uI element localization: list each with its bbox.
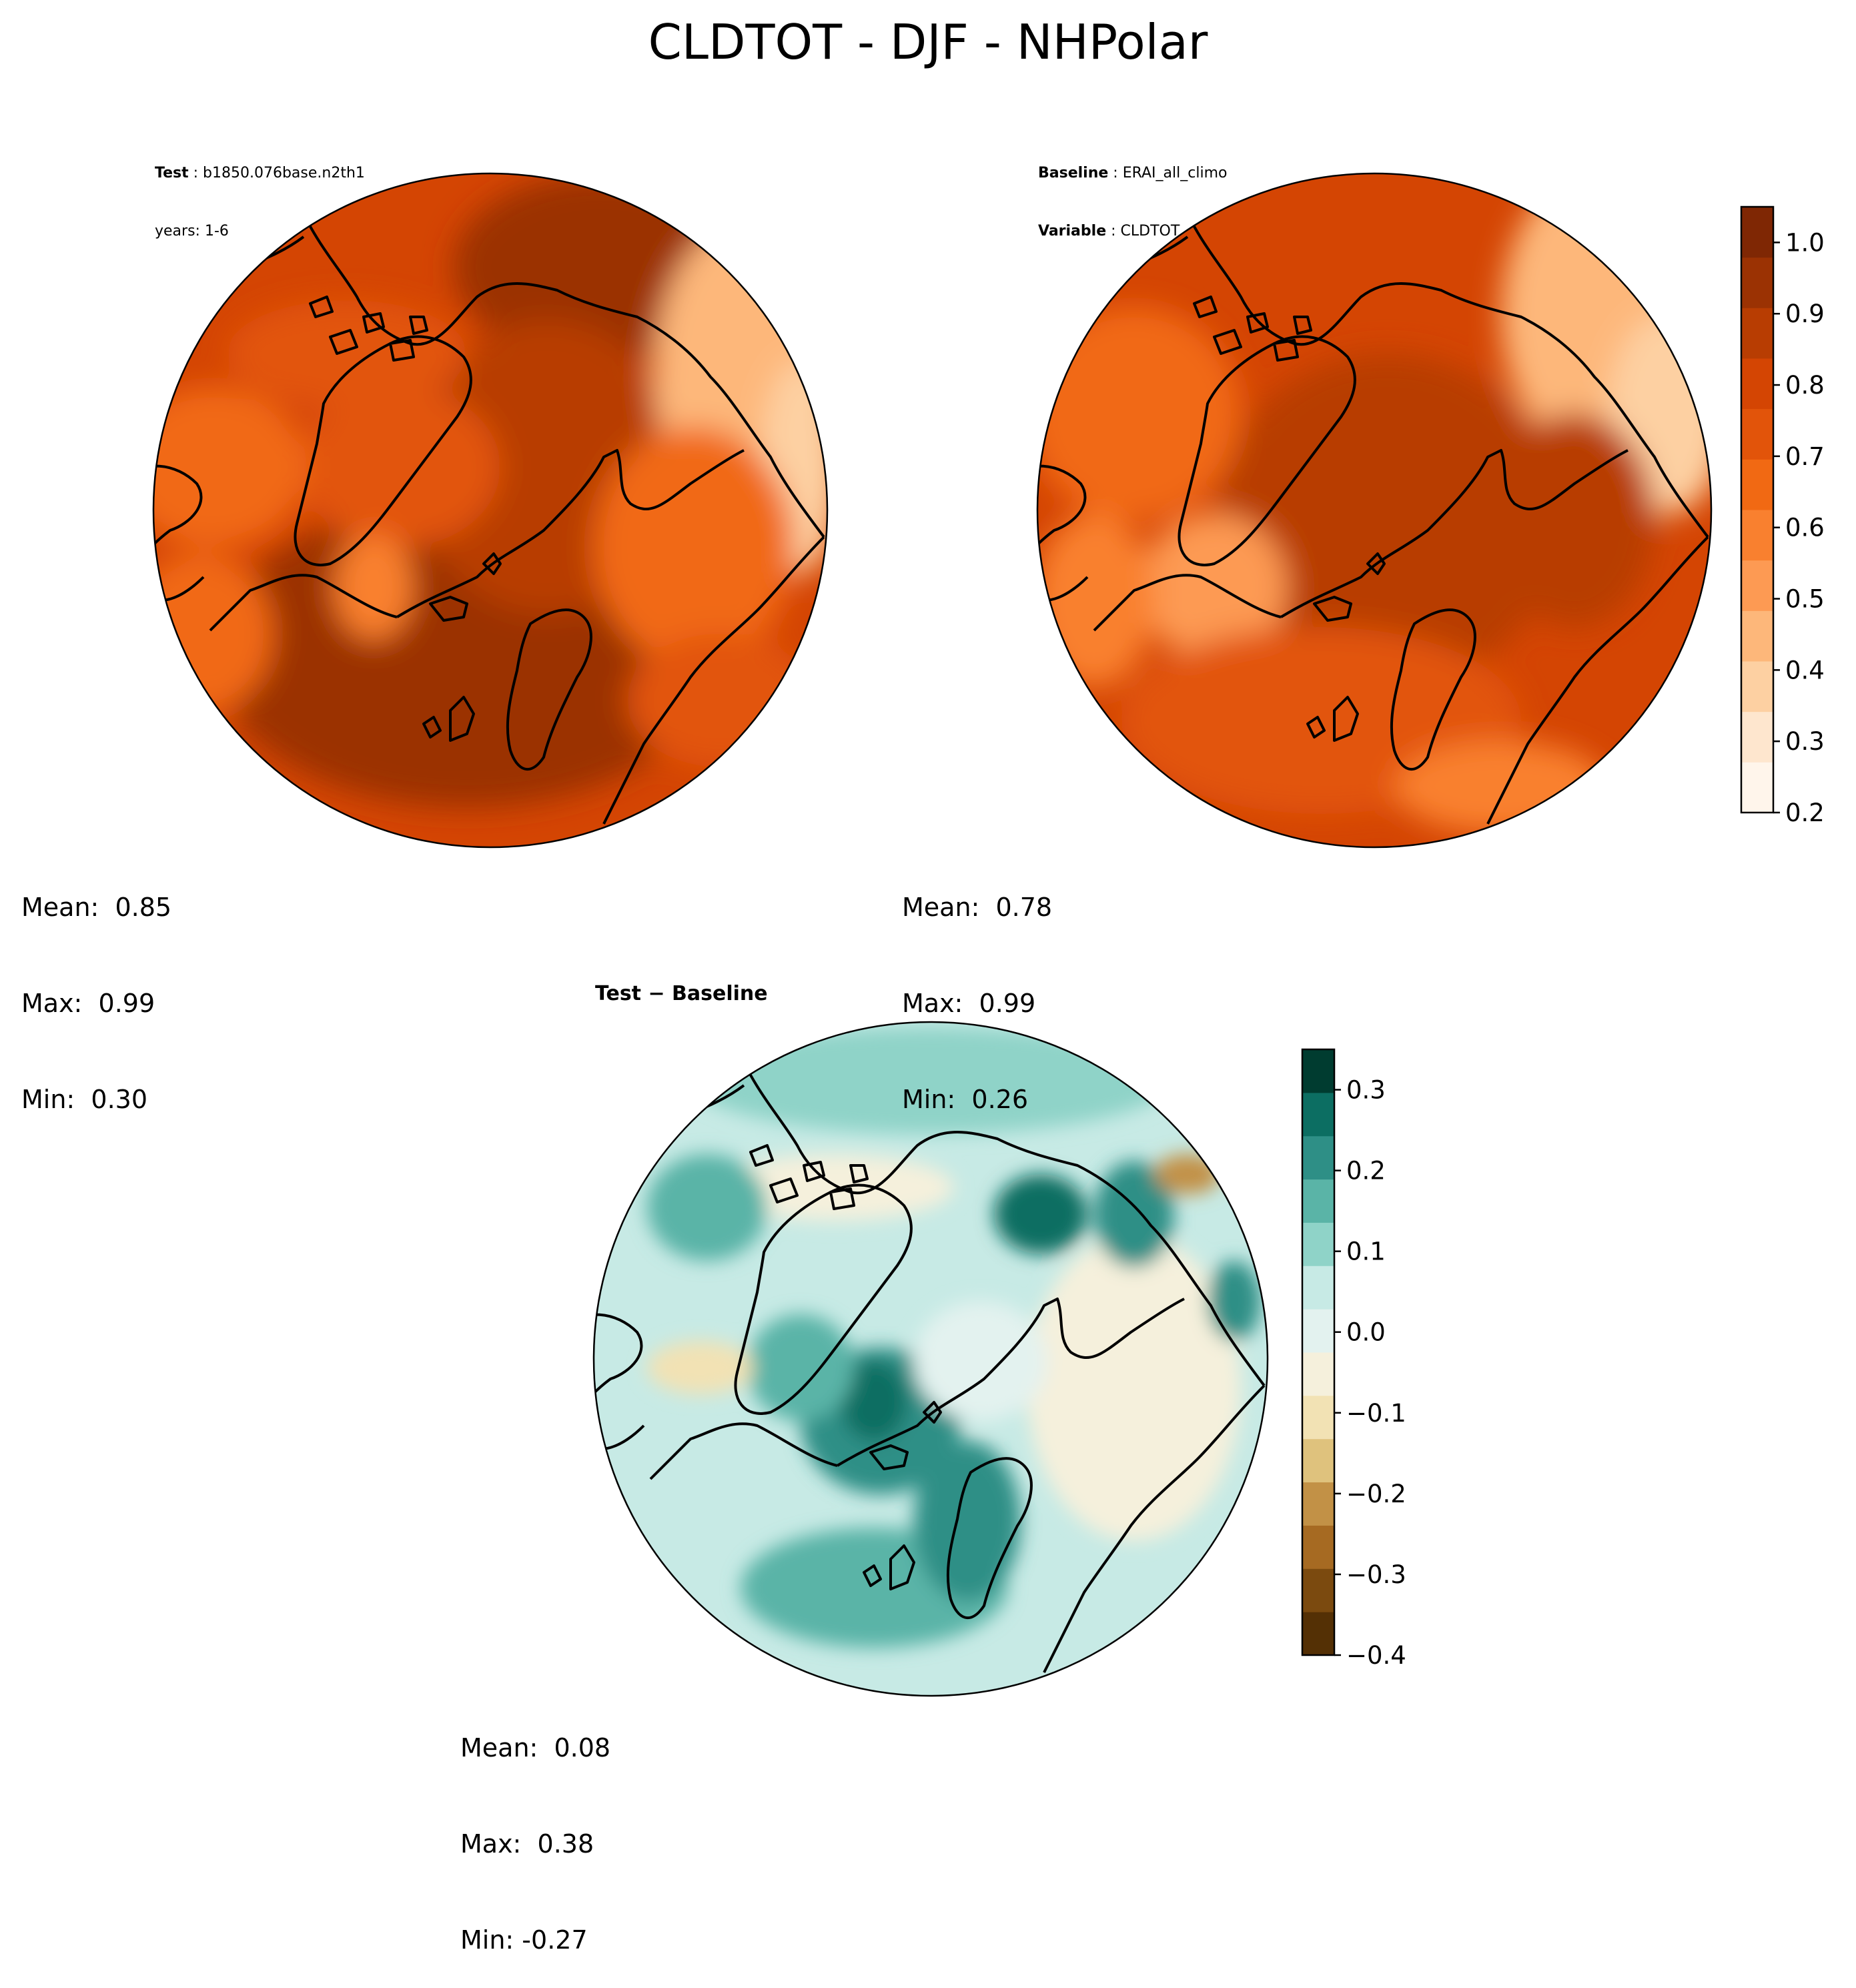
difference-stats: Mean: 0.08 Max: 0.38 Min: -0.27 bbox=[460, 1668, 610, 1988]
difference-colorbar-segment bbox=[1302, 1352, 1334, 1396]
field-colorbar-segment bbox=[1741, 207, 1773, 258]
field-colorbar-segment bbox=[1741, 257, 1773, 308]
variable-name: CLDTOT bbox=[1120, 223, 1180, 239]
figure-title: CLDTOT - DJF - NHPolar bbox=[648, 14, 1208, 70]
difference-colorbar-segment bbox=[1302, 1092, 1334, 1137]
field-colorbar: 0.2 0.3 0.4 0.5 0.6 0.7 0.8 0.9 1.0 bbox=[1740, 205, 1825, 827]
difference-colorbar-tick-label: 0.3 bbox=[1346, 1076, 1386, 1105]
difference-colorbar-segment bbox=[1302, 1395, 1334, 1440]
variable-key: Variable bbox=[1038, 223, 1107, 239]
field-colorbar-tick-label: 1.0 bbox=[1785, 228, 1825, 257]
difference-colorbar-tick-label: −0.2 bbox=[1346, 1480, 1406, 1508]
field-colorbar-frame bbox=[1740, 205, 1775, 814]
baseline-max: Max: 0.99 bbox=[902, 989, 1036, 1018]
difference-panel-title: Test − Baseline bbox=[595, 982, 768, 1005]
difference-colorbar-tick-label: −0.4 bbox=[1346, 1641, 1406, 1670]
difference-colorbar-segment bbox=[1302, 1179, 1334, 1223]
difference-colorbar-segment bbox=[1302, 1612, 1334, 1656]
test-case-name: b1850.076base.n2th1 bbox=[203, 165, 365, 181]
difference-colorbar-frame bbox=[1301, 1048, 1336, 1656]
field-colorbar-tick-label: 0.9 bbox=[1785, 300, 1825, 328]
difference-map bbox=[592, 1021, 1269, 1697]
field-colorbar-segment bbox=[1741, 610, 1773, 662]
difference-colorbar-tick-label: 0.1 bbox=[1346, 1237, 1386, 1266]
difference-colorbar-segment bbox=[1302, 1482, 1334, 1526]
field-colorbar-tick-label: 0.3 bbox=[1785, 727, 1825, 756]
test-min: Min: 0.30 bbox=[21, 1085, 147, 1114]
test-panel-header: Test : b1850.076base.n2th1 years: 1-6 bbox=[155, 125, 365, 260]
field-colorbar-segment bbox=[1741, 560, 1773, 611]
difference-colorbar-tick-label: −0.1 bbox=[1346, 1399, 1406, 1428]
field-colorbar-segment bbox=[1741, 308, 1773, 359]
field-colorbar-tick-label: 0.5 bbox=[1785, 585, 1825, 614]
test-key: Test bbox=[155, 165, 189, 181]
difference-max: Max: 0.38 bbox=[460, 1829, 594, 1859]
difference-colorbar-segment bbox=[1302, 1266, 1334, 1310]
field-colorbar-segment bbox=[1741, 510, 1773, 561]
field-colorbar-tick-label: 0.7 bbox=[1785, 442, 1825, 471]
baseline-min: Min: 0.26 bbox=[902, 1085, 1028, 1114]
baseline-map bbox=[1036, 172, 1713, 849]
field-colorbar-tick-label: 0.2 bbox=[1785, 799, 1825, 827]
years-line: years: 1-6 bbox=[155, 223, 229, 239]
field-colorbar-segment bbox=[1741, 358, 1773, 410]
difference-colorbar-tick-label: 0.0 bbox=[1346, 1318, 1386, 1347]
difference-colorbar-tick-label: 0.2 bbox=[1346, 1157, 1386, 1185]
baseline-case-name: ERAI_all_climo bbox=[1122, 165, 1228, 181]
baseline-stats: Mean: 0.78 Max: 0.99 Min: 0.26 bbox=[902, 827, 1052, 1147]
difference-colorbar-segment bbox=[1302, 1568, 1334, 1612]
difference-colorbar: −0.4 −0.3 −0.2 −0.1 0.0 0.1 0.2 0.3 bbox=[1301, 1048, 1406, 1670]
test-max: Max: 0.99 bbox=[21, 989, 155, 1018]
field-colorbar-tick-label: 0.4 bbox=[1785, 656, 1825, 684]
difference-colorbar-segment bbox=[1302, 1525, 1334, 1569]
baseline-mean: Mean: 0.78 bbox=[902, 893, 1053, 922]
field-colorbar-segment bbox=[1741, 762, 1773, 813]
field-colorbar-segment bbox=[1741, 408, 1773, 460]
variable-label-line: Variable : CLDTOT bbox=[1038, 221, 1227, 241]
baseline-label-line: Baseline : ERAI_all_climo bbox=[1038, 163, 1227, 183]
baseline-key: Baseline bbox=[1038, 165, 1109, 181]
header-separator: : bbox=[1106, 223, 1121, 239]
field-colorbar-segment bbox=[1741, 459, 1773, 510]
field-colorbar-tick-label: 0.6 bbox=[1785, 514, 1825, 542]
figure-canvas: 0.2 0.3 0.4 0.5 0.6 0.7 0.8 0.9 1.0 −0.4 −0.3 −0.2… bbox=[152, 172, 1825, 1697]
field-colorbar-segment bbox=[1741, 711, 1773, 763]
test-mean: Mean: 0.85 bbox=[21, 893, 172, 922]
field-colorbar-tick-label: 0.8 bbox=[1785, 371, 1825, 400]
difference-colorbar-segment bbox=[1302, 1309, 1334, 1353]
field-colorbar-segment bbox=[1741, 661, 1773, 712]
difference-mean: Mean: 0.08 bbox=[460, 1733, 611, 1763]
header-separator: : bbox=[1108, 165, 1123, 181]
difference-colorbar-segment bbox=[1302, 1222, 1334, 1266]
header-separator: : bbox=[188, 165, 203, 181]
difference-colorbar-tick-label: −0.3 bbox=[1346, 1560, 1406, 1589]
difference-colorbar-segment bbox=[1302, 1135, 1334, 1180]
difference-colorbar-segment bbox=[1302, 1049, 1334, 1093]
difference-colorbar-segment bbox=[1302, 1438, 1334, 1483]
test-label-line: Test : b1850.076base.n2th1 bbox=[155, 163, 365, 183]
baseline-panel-header: Baseline : ERAI_all_climo Variable : CLD… bbox=[1038, 125, 1227, 260]
test-stats: Mean: 0.85 Max: 0.99 Min: 0.30 bbox=[21, 827, 171, 1147]
difference-min: Min: -0.27 bbox=[460, 1925, 588, 1955]
